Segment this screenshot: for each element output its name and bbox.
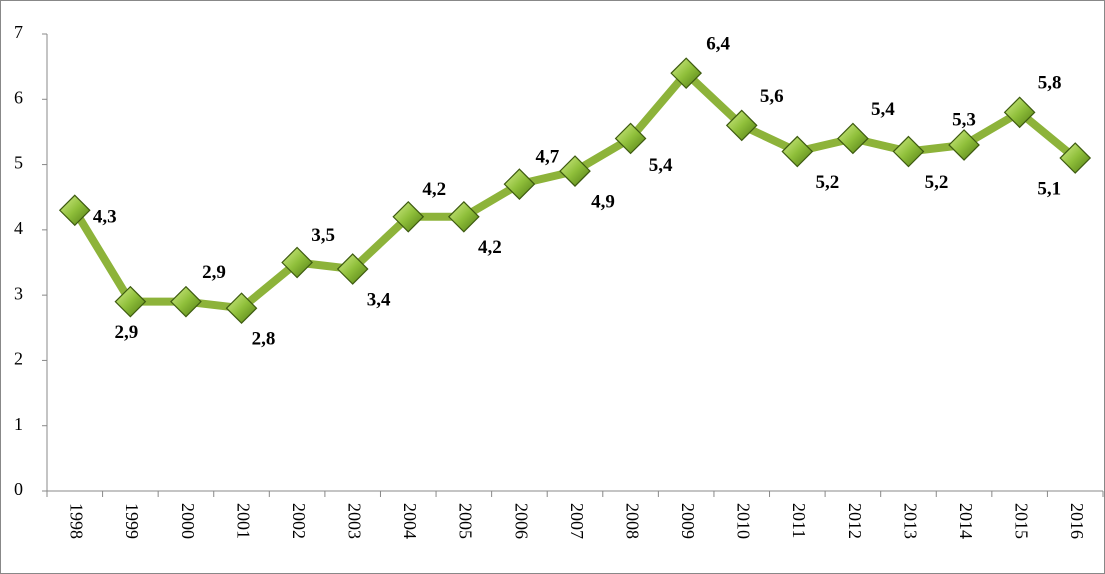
x-tick-label: 2001 bbox=[233, 503, 253, 539]
x-tick-label: 2015 bbox=[1012, 503, 1032, 539]
y-tick-label: 2 bbox=[14, 349, 23, 369]
x-tick-label: 2003 bbox=[345, 503, 365, 539]
y-tick-label: 3 bbox=[14, 283, 23, 303]
data-label: 6,4 bbox=[706, 34, 730, 55]
x-tick-label: 2013 bbox=[900, 503, 920, 539]
data-label: 2,9 bbox=[202, 262, 226, 283]
data-label: 5,4 bbox=[649, 155, 673, 176]
marker bbox=[392, 200, 425, 233]
x-tick-label: 2009 bbox=[678, 503, 698, 539]
x-tick-label: 2008 bbox=[622, 503, 642, 539]
x-tick-label: 2004 bbox=[400, 503, 420, 539]
x-tick-label: 2005 bbox=[456, 503, 476, 539]
marker bbox=[336, 253, 369, 285]
data-label: 4,9 bbox=[591, 191, 615, 212]
data-label: 5,8 bbox=[1038, 73, 1062, 94]
data-label: 5,2 bbox=[815, 172, 839, 193]
data-label: 4,2 bbox=[422, 179, 446, 200]
data-label: 3,5 bbox=[311, 225, 335, 246]
data-label: 4,3 bbox=[93, 207, 117, 228]
x-tick-label: 1999 bbox=[122, 503, 142, 539]
data-label: 2,8 bbox=[252, 329, 276, 350]
x-tick-label: 2006 bbox=[511, 503, 531, 539]
marker bbox=[725, 109, 758, 142]
y-tick-label: 5 bbox=[14, 153, 23, 173]
x-tick-label: 2011 bbox=[789, 503, 809, 538]
data-label: 5,6 bbox=[760, 86, 784, 107]
y-tick-label: 6 bbox=[14, 87, 23, 107]
marker bbox=[1059, 142, 1092, 174]
marker bbox=[58, 194, 91, 227]
marker bbox=[225, 292, 258, 325]
data-label: 5,1 bbox=[1037, 178, 1061, 199]
marker bbox=[781, 135, 814, 168]
marker bbox=[170, 285, 202, 318]
data-label: 4,7 bbox=[536, 147, 560, 168]
marker bbox=[892, 135, 925, 168]
x-tick-label: 2010 bbox=[734, 503, 754, 539]
x-tick-label: 2016 bbox=[1067, 503, 1087, 539]
marker bbox=[948, 129, 980, 161]
x-tick-label: 2000 bbox=[178, 503, 198, 539]
data-label: 4,2 bbox=[478, 237, 502, 258]
y-tick-label: 0 bbox=[14, 479, 23, 499]
marker bbox=[837, 122, 869, 155]
data-label: 5,3 bbox=[952, 109, 976, 130]
x-tick-label: 2002 bbox=[289, 503, 309, 539]
data-label: 2,9 bbox=[114, 322, 138, 343]
data-label: 5,2 bbox=[925, 172, 949, 193]
marker bbox=[447, 200, 480, 233]
y-tick-label: 1 bbox=[14, 414, 23, 434]
marker bbox=[114, 285, 147, 318]
marker bbox=[559, 155, 591, 187]
marker bbox=[1003, 96, 1036, 129]
marker bbox=[614, 122, 647, 155]
x-tick-label: 2007 bbox=[567, 503, 587, 539]
data-label: 3,4 bbox=[367, 289, 391, 310]
marker bbox=[503, 168, 536, 201]
x-tick-label: 2014 bbox=[956, 503, 976, 539]
marker bbox=[670, 57, 703, 90]
y-tick-label: 7 bbox=[14, 22, 23, 42]
data-label: 5,4 bbox=[871, 99, 895, 120]
x-tick-label: 2012 bbox=[845, 503, 865, 539]
marker bbox=[281, 246, 313, 279]
x-tick-label: 1998 bbox=[67, 503, 87, 539]
y-tick-label: 4 bbox=[14, 218, 23, 238]
